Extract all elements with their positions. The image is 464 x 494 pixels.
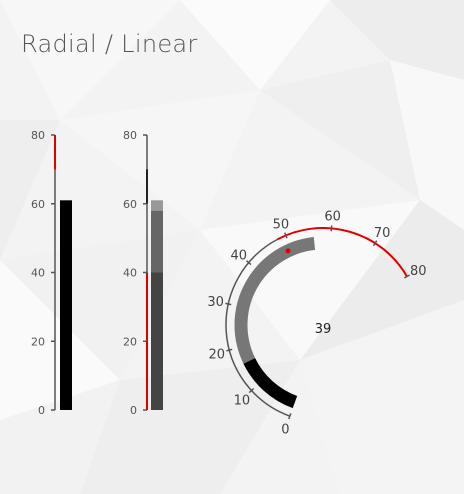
radial-gauge-range: [276, 227, 408, 278]
tick-label: 40: [123, 267, 137, 280]
tick-label: 20: [31, 335, 45, 348]
tick-label: 50: [273, 217, 290, 232]
radial-gauge-primary-bar: [243, 357, 298, 409]
tick-mark: [226, 348, 233, 352]
tick-label: 70: [374, 226, 391, 241]
linear-gauge-1: 0 20 40 60 80: [31, 129, 72, 417]
tick-label: 60: [123, 198, 137, 211]
tick-mark: [372, 240, 378, 247]
tick-label: 20: [208, 347, 225, 362]
linear-gauge-1-ticks: 0 20 40 60 80: [31, 129, 55, 417]
tick-label: 80: [31, 129, 45, 142]
tick-mark: [404, 274, 410, 279]
tick-label: 80: [410, 264, 427, 279]
tick-mark: [248, 387, 255, 394]
tick-label: 60: [324, 209, 341, 224]
tick-label: 40: [230, 248, 247, 263]
tick-mark: [284, 232, 288, 239]
linear-gauge-2: 0 20 40 60 80: [123, 129, 163, 417]
linear-gauge-2-bands: [151, 200, 163, 410]
tick-label: 80: [123, 129, 137, 142]
linear-gauge-2-ticks: 0 20 40 60 80: [123, 129, 147, 417]
tick-mark: [225, 302, 232, 306]
tick-label: 10: [234, 393, 251, 408]
tick-mark: [330, 225, 333, 232]
linear-gauge-2-band: [151, 210, 163, 273]
tick-label: 0: [281, 422, 289, 437]
radial-gauge-secondary-bar: [234, 236, 316, 364]
tick-label: 60: [31, 198, 45, 211]
radial-gauge-marker: [285, 248, 291, 254]
tick-mark: [245, 260, 252, 266]
tick-label: 20: [123, 335, 137, 348]
linear-gauge-2-band: [151, 272, 163, 410]
radial-gauge-axis: [225, 238, 291, 417]
tick-label: 30: [207, 295, 224, 310]
radial-gauge-ticks: 0 10 20 30 40 50 60 70 80: [207, 209, 426, 437]
tick-mark: [288, 413, 292, 420]
linear-gauge-1-value-bar: [60, 200, 72, 410]
page-title: Radial / Linear: [21, 30, 198, 58]
radial-gauge-value-label: 39: [315, 322, 332, 337]
linear-gauge-2-band: [151, 200, 163, 211]
radial-gauge: 0 10 20 30 40 50 60 70 80 39: [207, 209, 426, 437]
tick-label: 0: [38, 404, 45, 417]
tick-label: 0: [130, 404, 137, 417]
tick-label: 40: [31, 267, 45, 280]
